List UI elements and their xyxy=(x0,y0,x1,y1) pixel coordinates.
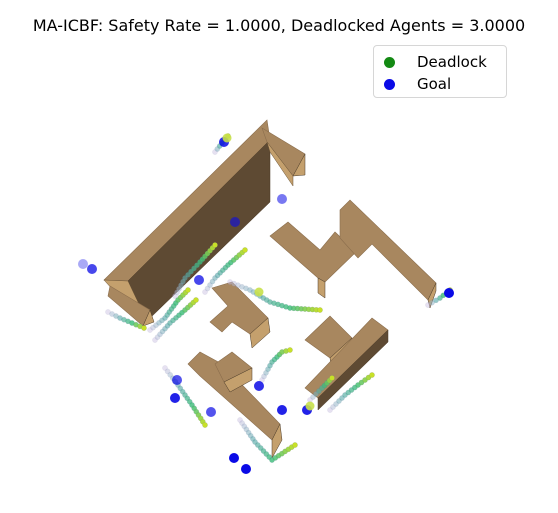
trajectory-point xyxy=(185,287,191,293)
goal-marker-7 xyxy=(206,407,216,417)
trajectory-point xyxy=(287,347,293,353)
trajectory-point xyxy=(242,247,248,253)
chart-title: MA-ICBF: Safety Rate = 1.0000, Deadlocke… xyxy=(32,16,526,35)
goal-marker-2 xyxy=(230,217,240,227)
trajectory-point xyxy=(162,365,168,371)
deadlocked-agent-1 xyxy=(222,133,232,143)
deadlock-markers-layer xyxy=(222,133,315,411)
trajectory-point xyxy=(202,422,208,428)
trajectory-8 xyxy=(259,347,293,383)
trajectory-point xyxy=(429,299,435,306)
goal-marker-13 xyxy=(444,288,454,298)
wall-side-face xyxy=(142,309,155,327)
trajectory-7 xyxy=(237,417,298,463)
legend-entry-deadlock: Deadlock xyxy=(384,51,487,73)
wall-top-face xyxy=(339,199,437,301)
wall-block-6 xyxy=(187,351,283,459)
trajectory-point xyxy=(193,297,199,303)
legend-entry-goal: Goal xyxy=(384,73,451,95)
trajectory-point xyxy=(227,279,233,285)
trajectory-point xyxy=(317,307,323,313)
trajectory-point xyxy=(292,442,298,448)
trajectory-point xyxy=(425,302,431,308)
wall-side-face xyxy=(317,277,326,299)
trajectory-point xyxy=(141,325,147,331)
trajectory-point xyxy=(147,327,153,333)
trajectory-1 xyxy=(152,297,199,343)
goal-marker-6 xyxy=(170,393,180,403)
wall-block-4 xyxy=(339,199,437,309)
trajectory-0 xyxy=(105,309,147,331)
trajectory-point xyxy=(152,337,158,343)
walls-layer xyxy=(103,119,437,459)
trajectory-12 xyxy=(307,375,335,403)
trajectory-5 xyxy=(147,287,191,333)
trajectory-3 xyxy=(202,247,248,295)
goal-marker-5 xyxy=(172,375,182,385)
goal-marker-1 xyxy=(78,259,88,269)
legend-marker-deadlock xyxy=(384,56,395,68)
goal-marker-9 xyxy=(277,405,287,415)
goal-marker-11 xyxy=(229,453,239,463)
legend-label-deadlock: Deadlock xyxy=(417,53,487,71)
deadlocked-agent-0 xyxy=(254,287,264,297)
trajectory-2 xyxy=(172,242,218,299)
wall-side-face xyxy=(292,153,306,177)
goal-marker-4 xyxy=(194,275,204,285)
wall-side-face xyxy=(317,329,389,411)
trajectory-point xyxy=(212,242,218,248)
wall-block-1 xyxy=(261,127,306,187)
goal-markers-layer xyxy=(78,137,454,474)
wall-side-face xyxy=(127,139,271,322)
trajectory-point xyxy=(172,293,178,299)
trajectory-point xyxy=(329,375,335,381)
goal-marker-0 xyxy=(87,264,97,274)
goal-marker-8 xyxy=(254,381,264,391)
wall-top-face xyxy=(209,281,269,335)
trajectory-point xyxy=(369,372,375,378)
wall-side-face xyxy=(249,317,271,349)
wall-block-5 xyxy=(209,281,271,349)
wall-side-face xyxy=(271,423,283,459)
trajectory-layer xyxy=(105,133,453,463)
trajectory-9 xyxy=(327,372,375,413)
legend: Deadlock Goal xyxy=(373,45,507,98)
legend-label-goal: Goal xyxy=(417,75,452,93)
wall-front-face xyxy=(266,141,294,187)
deadlocked-agent-2 xyxy=(305,401,315,411)
goal-marker-3 xyxy=(277,194,287,204)
legend-marker-goal xyxy=(384,78,395,90)
trajectory-point xyxy=(327,407,333,413)
goal-marker-12 xyxy=(241,464,251,474)
trajectory-point xyxy=(202,289,208,295)
wall-block-7 xyxy=(214,351,253,393)
trajectory-point xyxy=(237,417,243,423)
wall-side-face xyxy=(223,367,253,393)
trajectory-point xyxy=(433,297,439,304)
